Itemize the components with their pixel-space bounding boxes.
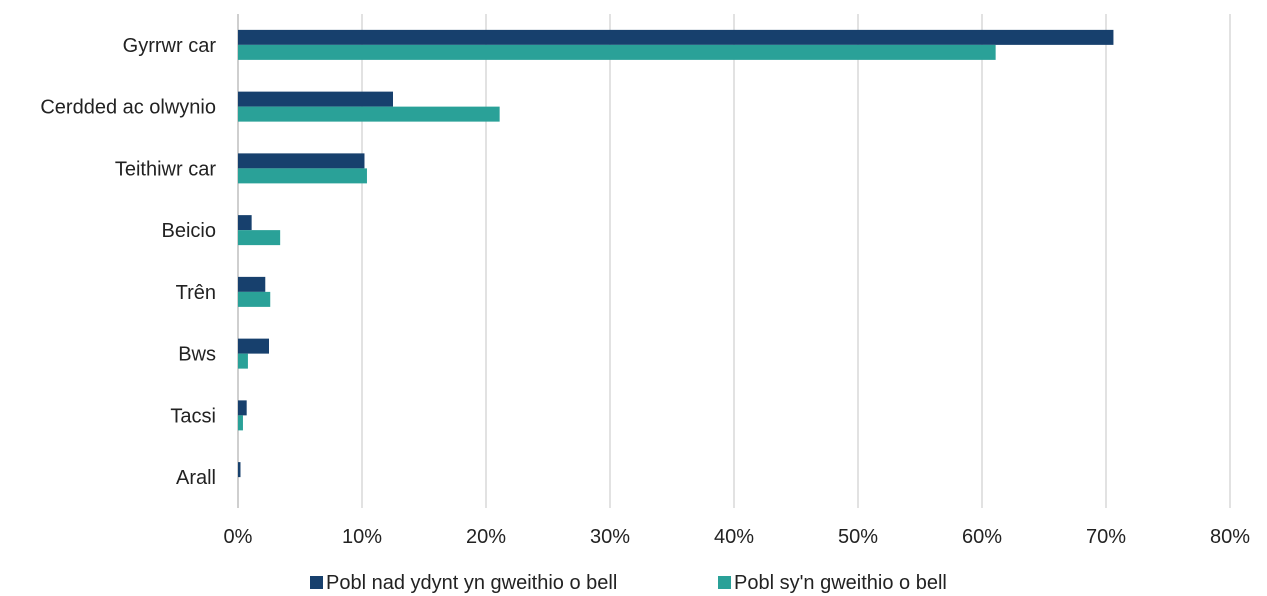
gridlines <box>237 14 1231 508</box>
legend: Pobl nad ydynt yn gweithio o bell Pobl s… <box>310 572 947 594</box>
bar-not-remote <box>238 276 266 292</box>
bar-remote <box>238 230 281 246</box>
bar-remote <box>238 291 271 307</box>
legend-swatch-not-remote <box>310 576 323 589</box>
x-tick-label: 70% <box>1086 526 1126 548</box>
category-label: Bws <box>178 344 216 366</box>
legend-label-not-remote: Pobl nad ydynt yn gweithio o bell <box>326 572 617 594</box>
x-tick-label: 40% <box>714 526 754 548</box>
category-label: Tacsi <box>170 405 216 427</box>
x-tick-label: 80% <box>1210 526 1250 548</box>
bar-remote <box>238 353 248 369</box>
bar-not-remote <box>238 153 365 169</box>
category-label: Beicio <box>162 220 216 242</box>
category-label: Teithiwr car <box>115 158 216 180</box>
x-tick-label: 50% <box>838 526 878 548</box>
bar-not-remote <box>238 338 269 354</box>
bar-not-remote <box>238 215 252 231</box>
bar-remote <box>238 415 243 431</box>
bar-not-remote <box>238 462 241 478</box>
x-tick-label: 20% <box>466 526 506 548</box>
bars <box>238 29 1114 478</box>
x-tick-label: 10% <box>342 526 382 548</box>
category-label: Cerdded ac olwynio <box>40 97 216 119</box>
category-label: Gyrrwr car <box>123 35 217 57</box>
bar-not-remote <box>238 91 393 107</box>
x-tick-label: 60% <box>962 526 1002 548</box>
bar-remote <box>238 168 367 184</box>
x-tick-label: 30% <box>590 526 630 548</box>
category-label: Arall <box>176 467 216 489</box>
x-axis-tick-labels: 0% 10% 20% 30% 40% 50% 60% 70% 80% <box>224 526 1251 548</box>
bar-remote <box>238 106 500 122</box>
x-tick-label: 0% <box>224 526 253 548</box>
legend-label-remote: Pobl sy'n gweithio o bell <box>734 572 947 594</box>
bar-not-remote <box>238 400 247 416</box>
bar-remote <box>238 44 996 60</box>
bar-not-remote <box>238 29 1114 45</box>
legend-swatch-remote <box>718 576 731 589</box>
category-label: Trên <box>176 282 216 304</box>
category-labels: Gyrrwr car Cerdded ac olwynio Teithiwr car… <box>40 35 216 489</box>
